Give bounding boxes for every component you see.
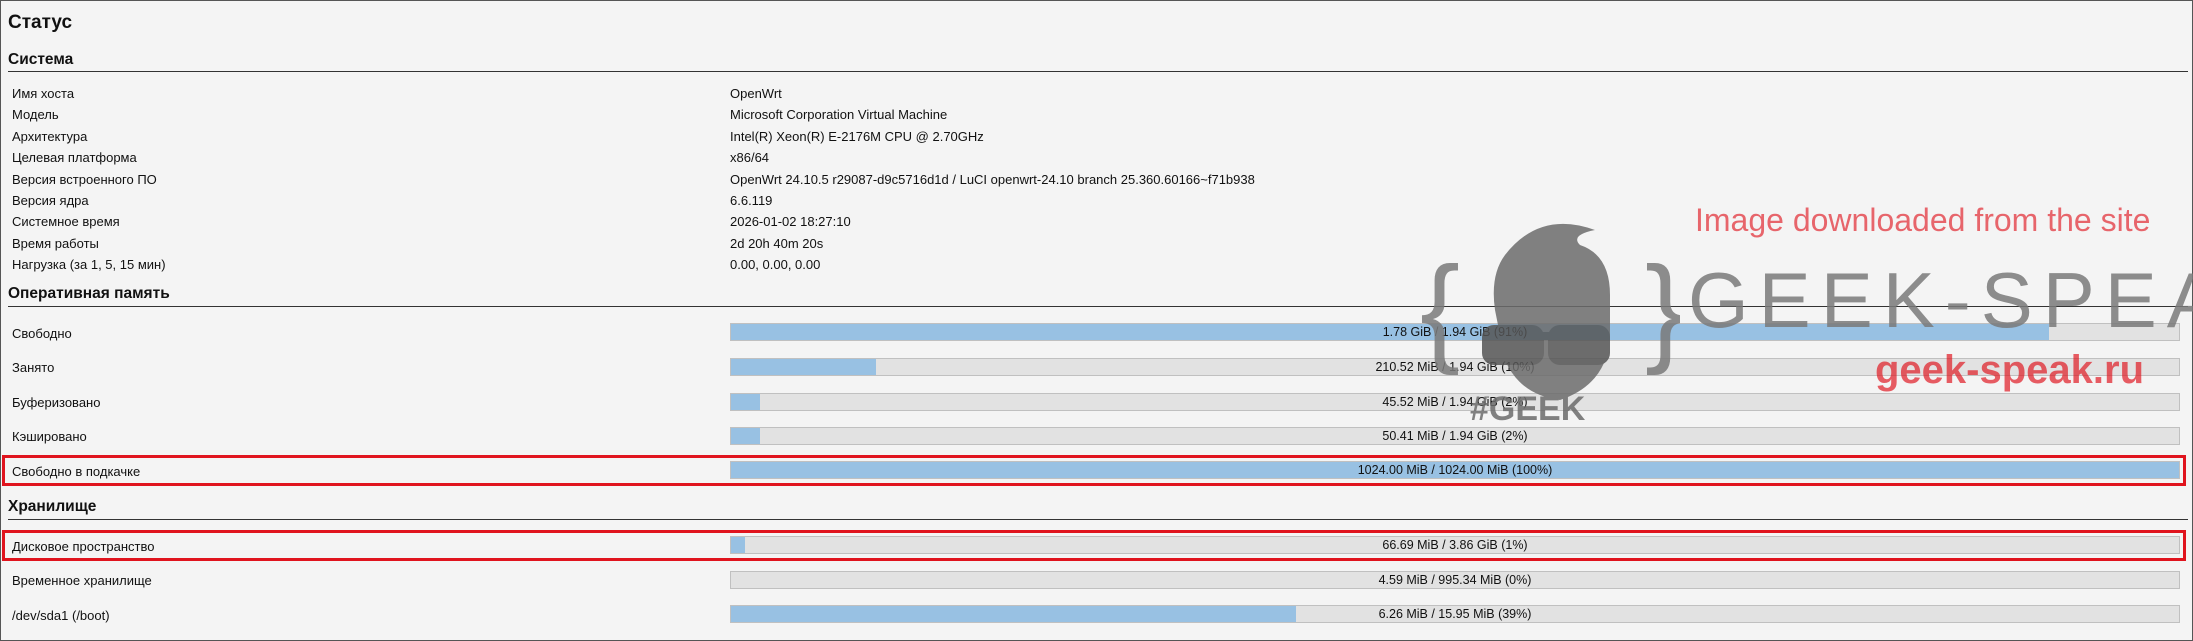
info-value-model: Microsoft Corporation Virtual Machine	[730, 107, 948, 122]
progress-fill	[731, 537, 746, 553]
info-value-target-platform: x86/64	[730, 150, 770, 165]
section-heading-storage: Хранилище	[8, 498, 97, 515]
progress-fill	[731, 462, 2179, 478]
info-value-firmware-version: OpenWrt 24.10.5 r29087-d9c5716d1d / LuCI…	[730, 172, 1255, 187]
page-title: Статус	[8, 12, 73, 33]
memory-label-used: Занято	[12, 360, 55, 375]
progress-fill	[731, 394, 760, 410]
info-value-uptime: 2d 20h 40m 20s	[730, 236, 824, 251]
info-label-architecture: Архитектура	[12, 129, 88, 144]
info-label-kernel-version: Версия ядра	[12, 193, 89, 208]
highlight-box-swap	[2, 455, 2186, 486]
progress-text: 45.52 MiB / 1.94 GiB (2%)	[1382, 395, 1528, 409]
info-value-load-average: 0.00, 0.00, 0.00	[730, 257, 821, 272]
progress-fill	[731, 359, 876, 375]
progress-fill	[731, 428, 760, 444]
memory-bar-cached: 50.41 MiB / 1.94 GiB (2%)	[730, 427, 2180, 445]
info-label-system-time: Системное время	[12, 214, 120, 229]
storage-bar-boot-partition: 6.26 MiB / 15.95 MiB (39%)	[730, 605, 2180, 623]
info-label-uptime: Время работы	[12, 236, 99, 251]
highlight-box-disk	[2, 530, 2186, 561]
memory-bar-swap-free: 1024.00 MiB / 1024.00 MiB (100%)	[730, 461, 2180, 479]
storage-bar-temp-storage: 4.59 MiB / 995.34 MiB (0%)	[730, 571, 2180, 589]
section-heading-system: Система	[8, 51, 74, 68]
info-value-system-time: 2026-01-02 18:27:10	[730, 214, 851, 229]
info-value-architecture: Intel(R) Xeon(R) E-2176M CPU @ 2.70GHz	[730, 129, 984, 144]
storage-label-boot-partition: /dev/sda1 (/boot)	[12, 608, 110, 623]
section-heading-memory: Оперативная память	[8, 285, 170, 302]
memory-label-free: Свободно	[12, 326, 72, 341]
progress-text: 1024.00 MiB / 1024.00 MiB (100%)	[1357, 463, 1553, 477]
section-divider	[8, 306, 2188, 307]
progress-text: 66.69 MiB / 3.86 GiB (1%)	[1382, 538, 1528, 552]
progress-text: 4.59 MiB / 995.34 MiB (0%)	[1378, 573, 1532, 587]
memory-bar-free: 1.78 GiB / 1.94 GiB (91%)	[730, 323, 2180, 341]
memory-label-buffered: Буферизовано	[12, 395, 101, 410]
info-label-load-average: Нагрузка (за 1, 5, 15 мин)	[12, 257, 166, 272]
memory-label-cached: Кэшировано	[12, 429, 87, 444]
memory-label-swap-free: Свободно в подкачке	[12, 464, 141, 479]
info-value-kernel-version: 6.6.119	[730, 193, 773, 208]
info-label-model: Модель	[12, 107, 59, 122]
progress-text: 50.41 MiB / 1.94 GiB (2%)	[1382, 429, 1528, 443]
info-label-firmware-version: Версия встроенного ПО	[12, 172, 157, 187]
storage-label-disk-space: Дисковое пространство	[12, 539, 155, 554]
progress-text: 6.26 MiB / 15.95 MiB (39%)	[1378, 607, 1532, 621]
progress-text: 210.52 MiB / 1.94 GiB (10%)	[1375, 360, 1535, 374]
section-divider	[8, 519, 2188, 520]
memory-bar-buffered: 45.52 MiB / 1.94 GiB (2%)	[730, 393, 2180, 411]
info-label-target-platform: Целевая платформа	[12, 150, 137, 165]
memory-bar-used: 210.52 MiB / 1.94 GiB (10%)	[730, 358, 2180, 376]
progress-text: 1.78 GiB / 1.94 GiB (91%)	[1382, 325, 1528, 339]
storage-label-temp-storage: Временное хранилище	[12, 573, 152, 588]
progress-fill	[731, 606, 1296, 622]
section-divider	[8, 71, 2188, 72]
storage-bar-disk-space: 66.69 MiB / 3.86 GiB (1%)	[730, 536, 2180, 554]
progress-fill	[731, 324, 2049, 340]
info-value-hostname: OpenWrt	[730, 86, 782, 101]
info-label-hostname: Имя хоста	[12, 86, 75, 101]
